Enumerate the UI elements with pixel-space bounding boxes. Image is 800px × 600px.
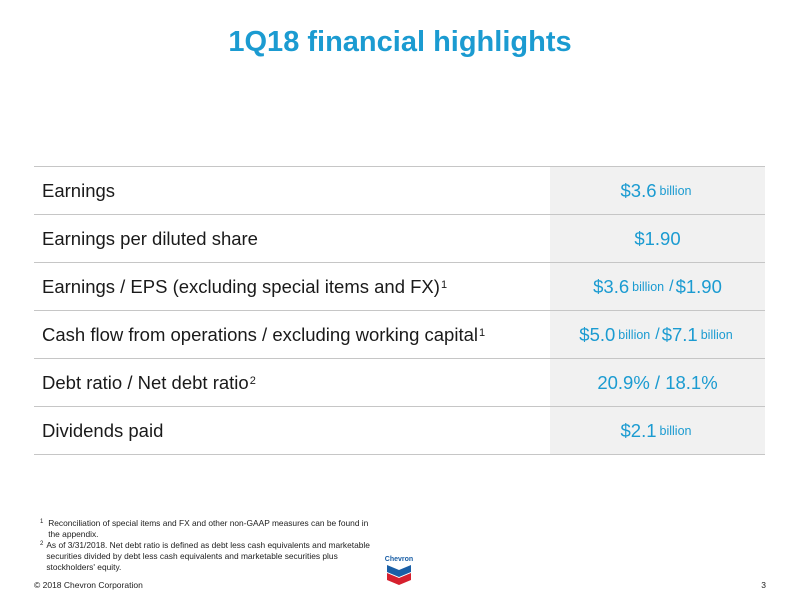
footnote: 2 As of 3/31/2018. Net debt ratio is def… — [40, 540, 370, 573]
footnote-ref: 2 — [249, 374, 256, 387]
value-unit: billion — [659, 183, 692, 198]
table-row: Earnings / EPS (excluding special items … — [34, 263, 765, 311]
value-separator: / — [655, 325, 660, 343]
row-label-text: Earnings per diluted share — [42, 227, 258, 249]
row-label-text: Dividends paid — [42, 419, 164, 441]
row-label: Earnings per diluted share — [34, 215, 550, 262]
page-title: 1Q18 financial highlights — [228, 26, 572, 58]
value-unit-secondary: billion — [700, 327, 733, 342]
value-unit: billion — [659, 423, 692, 438]
table-row: Dividends paid $2.1 billion — [34, 407, 765, 455]
row-value: 20.9% / 18.1% — [550, 359, 765, 406]
value-amount: $3.6 — [593, 275, 630, 297]
chevron-logo: Chevron — [376, 556, 422, 586]
row-label: Earnings — [34, 167, 550, 214]
value-separator: / — [669, 277, 674, 295]
row-label-text: Earnings / EPS (excluding special items … — [42, 275, 440, 297]
row-label-text: Debt ratio / Net debt ratio — [42, 371, 249, 393]
value-amount: $3.6 — [620, 179, 657, 201]
value-amount: 20.9% / 18.1% — [597, 371, 718, 393]
row-value: $2.1 billion — [550, 407, 765, 454]
value-amount-secondary: $1.90 — [675, 275, 722, 297]
table-row: Debt ratio / Net debt ratio 2 20.9% / 18.… — [34, 359, 765, 407]
row-value: $5.0 billion / $7.1 billion — [550, 311, 765, 358]
table-row: Earnings per diluted share $1.90 — [34, 215, 765, 263]
highlights-table: Earnings $3.6 billion Earnings per dilut… — [34, 166, 765, 455]
footnote-number: 1 — [40, 519, 44, 525]
copyright: © 2018 Chevron Corporation — [34, 580, 143, 590]
row-label: Earnings / EPS (excluding special items … — [34, 263, 550, 310]
row-label: Dividends paid — [34, 407, 550, 454]
chevron-emblem-icon — [387, 565, 411, 585]
footnotes: 1 Reconciliation of special items and FX… — [40, 518, 370, 573]
footnote-ref: 1 — [440, 278, 448, 291]
footnote-text: Reconciliation of special items and FX a… — [48, 518, 369, 539]
value-unit: billion — [632, 279, 665, 294]
logo-wordmark: Chevron — [384, 556, 414, 563]
row-value: $3.6 billion / $1.90 — [550, 263, 765, 310]
table-row: Earnings $3.6 billion — [34, 167, 765, 215]
footnote-ref: 1 — [479, 326, 486, 339]
row-value: $3.6 billion — [550, 167, 765, 214]
row-label-text: Earnings — [42, 179, 116, 201]
page-number: 3 — [761, 580, 766, 590]
row-value: $1.90 — [550, 215, 765, 262]
value-unit: billion — [618, 327, 651, 342]
value-amount: $2.1 — [620, 419, 657, 441]
row-label: Cash flow from operations / excluding wo… — [34, 311, 550, 358]
value-amount: $1.90 — [634, 227, 681, 249]
footnote-text: As of 3/31/2018. Net debt ratio is defin… — [46, 540, 370, 572]
row-label: Debt ratio / Net debt ratio 2 — [34, 359, 550, 406]
footnote-number: 2 — [40, 541, 44, 547]
table-row: Cash flow from operations / excluding wo… — [34, 311, 765, 359]
value-amount-secondary: $7.1 — [661, 323, 698, 345]
value-amount: $5.0 — [579, 323, 616, 345]
footnote: 1 Reconciliation of special items and FX… — [40, 518, 370, 540]
row-label-text: Cash flow from operations / excluding wo… — [42, 323, 478, 345]
